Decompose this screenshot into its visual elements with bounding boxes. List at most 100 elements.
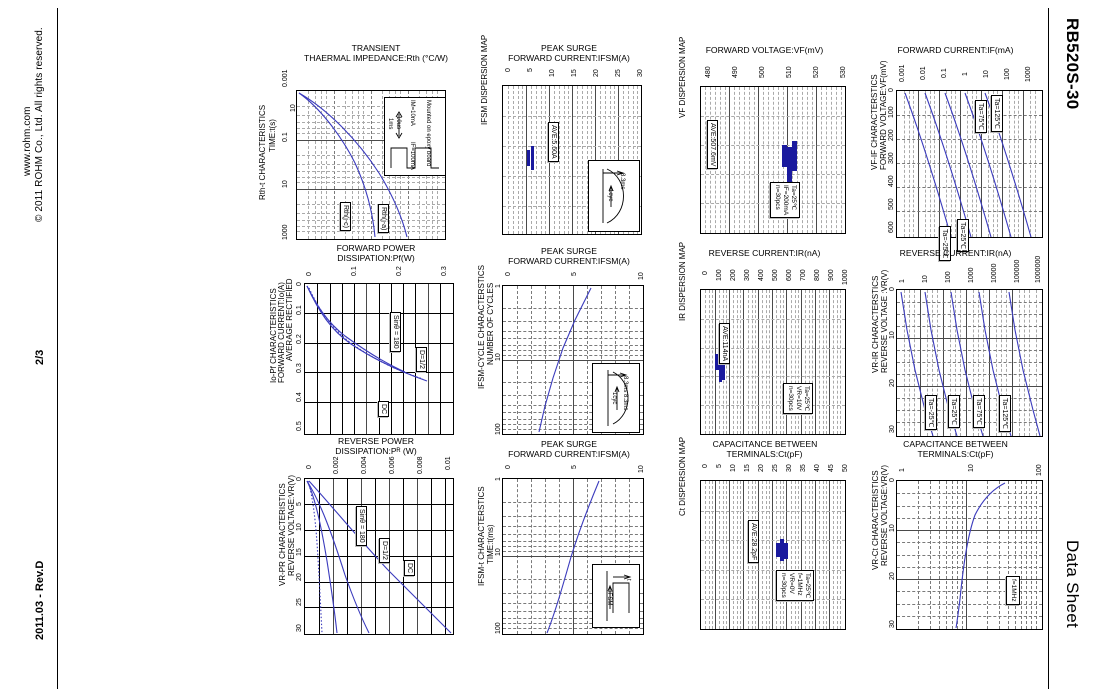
x-tick: 100000 (1014, 259, 1021, 283)
chart-ir-dispersion-map: REVERSE CURRENT:IR(nA) 0 100 200 300 400… (672, 242, 857, 438)
x-tick: 0.2 (396, 266, 403, 276)
chart-ifsm-cycle-characteristics: PEAK SURGE FORWARD CURRENT:IFSM(A) 0 5 1… (474, 243, 664, 438)
y-tick: 5 (296, 502, 303, 506)
x-tick: 25 (772, 464, 779, 472)
chart-title-line2: FORWARD CURRENT:IFSM(A) (508, 449, 630, 459)
x-tick: 500 (772, 269, 779, 281)
condition-ta: Ta=25℃ (804, 573, 811, 599)
condition-n: n=30pcs (780, 573, 787, 598)
chart-title-line2: FORWARD CURRENT:IFSM(A) (508, 53, 630, 63)
chart-title-line2: TERMINALS:Ct(pF) (917, 449, 994, 459)
x-tick: 510 (786, 66, 793, 78)
x-tick: 20 (758, 464, 765, 472)
y-tick: 10 (296, 523, 303, 531)
y-tick: 300 (888, 152, 895, 164)
y-tick: 10 (495, 353, 502, 361)
series-label-ta25: Ta=25℃ (948, 395, 960, 429)
y-axis-label: REVERSE VOLTAGE :VR(V) (880, 269, 889, 373)
chart-title-line2: DISSIPATION:Pf(W) (337, 253, 415, 263)
plot-area (700, 86, 846, 234)
series-label-sin: Sinθ = 180 (390, 312, 401, 352)
chart-vf-dispersion-map: FORWARD VOLTAGE:VF(mV) 480 490 500 510 5… (672, 36, 857, 240)
dispersion-map-label: IFSM DISPERSION MAP (480, 34, 489, 125)
y-tick: 20 (889, 379, 896, 387)
x-tick: 700 (800, 269, 807, 281)
waveform-inset: 8.3ms 1cyc (588, 160, 640, 232)
x-tick: 0.01 (445, 456, 452, 470)
characteristics-label: VF-IF CHARACTERSTICS (870, 74, 879, 170)
series-label-d-half: D=1/2 (379, 538, 390, 563)
x-tick: 20 (593, 69, 600, 77)
y-tick: 0 (296, 477, 303, 481)
y-axis-label-line1: AVERAGE RECTIFIED (285, 278, 294, 361)
x-tick: 1000 (968, 267, 975, 283)
y-tick: 100 (888, 106, 895, 118)
x-tick: 0 (702, 271, 709, 275)
left-margin-rule (57, 8, 58, 689)
inset-caption: Mounted on epoxy board (425, 100, 431, 167)
page-number: 2/3 (34, 349, 46, 365)
characteristics-label: VR-PR CHARACTERISTICS (278, 483, 287, 586)
series-label-sin: Sinθ = 180 (356, 506, 367, 546)
chart-title-line2: THAERMAL IMPEDANCE:Rth (°C/W) (304, 53, 448, 63)
x-tick: 0 (306, 272, 313, 276)
condition-vr: VR=10V (795, 386, 802, 411)
y-tick: 0.5 (296, 421, 303, 431)
x-tick: 45 (828, 464, 835, 472)
inset-label-ifsm: IFSM (606, 591, 612, 606)
x-tick: 30 (637, 69, 644, 77)
histogram-bar (721, 350, 725, 380)
y-tick: 0.001 (282, 69, 289, 87)
y-tick: 15 (296, 548, 303, 556)
condition-n: n=30pcs (774, 185, 781, 210)
x-tick: 0.1 (941, 68, 948, 78)
y-tick: 1000 (282, 224, 289, 240)
histogram-bar (792, 141, 797, 171)
series-label-ta125: Ta=125℃ (999, 395, 1011, 433)
x-tick: 0.3 (441, 266, 448, 276)
series-label-rth-jc: Rth(j-c) (340, 202, 351, 231)
average-label: AVE:507.6mV (707, 120, 718, 170)
dispersion-map-label: VF DISPERSION MAP (678, 36, 687, 118)
histogram-bar (784, 543, 788, 559)
y-tick: 1 (495, 284, 502, 288)
series-label-dc: DC (404, 560, 415, 577)
inset-label-time1: 10us (395, 116, 401, 130)
x-tick: 900 (828, 269, 835, 281)
x-tick: 5 (527, 68, 534, 72)
y-tick: 10 (889, 331, 896, 339)
plot-area (896, 90, 1043, 238)
histogram-bar (782, 145, 787, 167)
chart-vr-ir-characteristics: REVERSE CURRENT:IR(nA) 1 10 100 1000 100… (868, 243, 1043, 438)
x-tick: 300 (744, 269, 751, 281)
histogram-bar (531, 146, 534, 170)
condition-n: n=30pcs (787, 386, 794, 411)
x-tick: 50 (842, 464, 849, 472)
y-tick: 10 (889, 524, 896, 532)
y-axis-label: FORWARD VOLTAGE:VF(mV) (879, 60, 888, 170)
x-tick: 100 (1004, 68, 1011, 80)
y-tick: 100 (495, 423, 502, 435)
characteristics-label: Rth-t CHARACTERISTICS (258, 104, 267, 200)
histogram-bar (776, 543, 780, 557)
chart-title-line1: FORWARD POWER (336, 243, 416, 253)
plot-area (896, 289, 1043, 437)
plot-area (700, 289, 846, 435)
histogram-bar (780, 539, 784, 561)
inset-label-im: IM=10mA (409, 100, 415, 126)
y-axis-label: REVERSE VOLTAGE:VR(V) (880, 464, 889, 566)
chart-title: REVERSE CURRENT:IR(nA) (708, 248, 821, 258)
histogram-bar (719, 370, 722, 382)
x-tick: 1000 (1025, 66, 1032, 82)
series-label-dc: DC (378, 401, 389, 418)
condition-if: IF=200mA (782, 185, 789, 216)
datasheet-label: Data Sheet (1063, 540, 1082, 629)
chart-title-line1: PEAK SURGE (541, 246, 597, 256)
condition-vr: VR=0V (788, 573, 795, 594)
dispersion-map-label: Ct DISPERSION MAP (678, 436, 687, 516)
x-tick: 0.002 (333, 456, 340, 474)
x-tick: 600 (786, 269, 793, 281)
x-tick: 5 (716, 464, 723, 468)
histogram-bar (787, 147, 792, 187)
chart-title-line1: PEAK SURGE (541, 43, 597, 53)
